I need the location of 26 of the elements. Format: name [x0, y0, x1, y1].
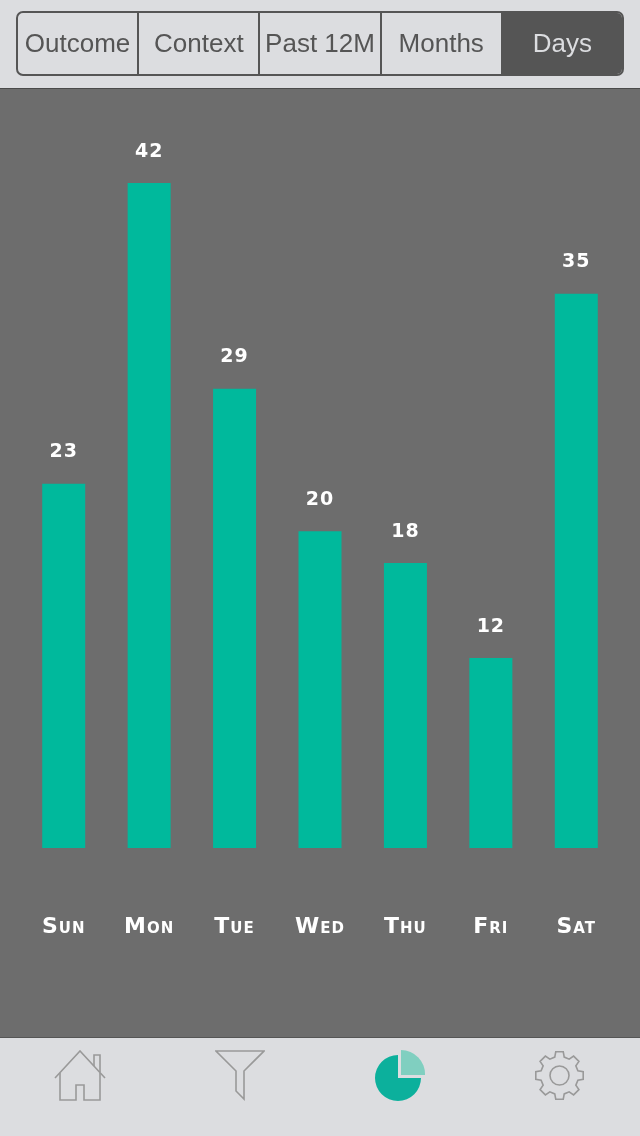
data-label: 35: [562, 249, 591, 272]
bar: [554, 293, 598, 848]
data-label: 29: [220, 344, 249, 367]
bar: [127, 183, 171, 848]
x-tick-label: Fri: [473, 912, 509, 938]
text: Days: [500, 13, 623, 74]
bar: [298, 531, 342, 848]
bar: [213, 388, 257, 848]
text: Outcome: [23, 27, 132, 60]
x-tick-label: Wed: [295, 912, 345, 938]
bar: [469, 658, 513, 848]
data-label: 18: [391, 518, 420, 541]
data-label: 12: [476, 613, 506, 636]
data-label: 42: [134, 138, 164, 161]
bar: [42, 483, 86, 848]
data-label: 23: [49, 439, 78, 462]
text: Context: [137, 13, 259, 74]
x-tick-label: Sat: [556, 912, 597, 938]
data-label: 20: [305, 486, 335, 509]
text: Months: [379, 13, 501, 74]
x-tick-label: Tue: [214, 912, 255, 938]
text: Past 12M: [258, 13, 380, 74]
bar: [383, 563, 427, 848]
x-tick-label: Sun: [41, 912, 86, 938]
x-tick-label: Mon: [124, 912, 175, 938]
x-tick-label: Thu: [384, 912, 427, 938]
